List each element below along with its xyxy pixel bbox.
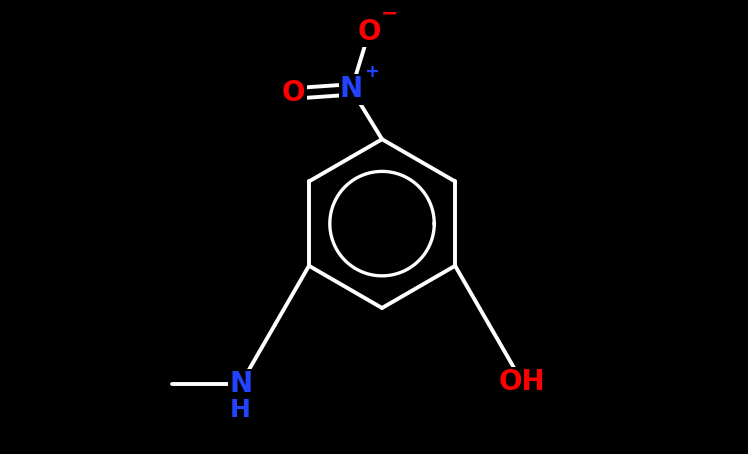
- Text: N: N: [340, 75, 363, 104]
- Text: OH: OH: [499, 368, 545, 396]
- Text: H: H: [230, 398, 251, 422]
- Text: N: N: [229, 370, 252, 398]
- Text: O: O: [358, 18, 381, 45]
- Text: −: −: [381, 4, 398, 24]
- Text: O: O: [282, 79, 305, 108]
- Text: +: +: [364, 63, 379, 81]
